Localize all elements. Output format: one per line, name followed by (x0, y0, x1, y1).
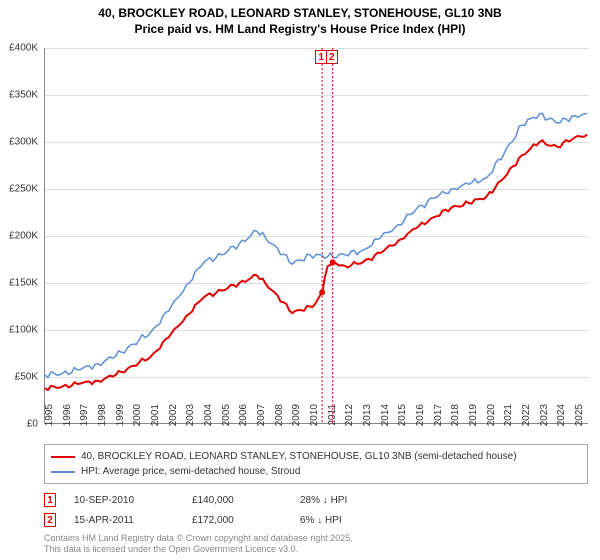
legend-row-1: HPI: Average price, semi-detached house,… (51, 464, 581, 479)
sale-delta: 28% ↓ HPI (300, 495, 410, 506)
x-axis-label: 2019 (468, 404, 479, 444)
title-line-2: Price paid vs. HM Land Registry's House … (10, 22, 590, 38)
x-axis-label: 2024 (556, 404, 567, 444)
x-axis-label: 2025 (574, 404, 585, 444)
x-axis-label: 2002 (168, 404, 179, 444)
footer-line-2: This data is licensed under the Open Gov… (44, 544, 588, 556)
chart-area: £0£50K£100K£150K£200K£250K£300K£350K£400… (44, 48, 588, 424)
y-axis-label: £100K (0, 325, 38, 336)
sale-index-box: 1 (44, 493, 56, 507)
y-axis-label: £400K (0, 43, 38, 54)
x-axis-label: 2017 (433, 404, 444, 444)
x-axis-label: 1997 (79, 404, 90, 444)
x-axis-label: 2006 (238, 404, 249, 444)
sale-date: 15-APR-2011 (74, 515, 174, 526)
x-axis-label: 2016 (415, 404, 426, 444)
x-axis-label: 2011 (327, 404, 338, 444)
legend-label-0: 40, BROCKLEY ROAD, LEONARD STANLEY, STON… (81, 449, 517, 464)
legend-area: 40, BROCKLEY ROAD, LEONARD STANLEY, STON… (44, 444, 588, 530)
x-axis-label: 2008 (274, 404, 285, 444)
sale-price: £140,000 (192, 495, 282, 506)
x-axis-label: 2005 (221, 404, 232, 444)
sale-row: 1 10-SEP-2010 £140,000 28% ↓ HPI (44, 490, 588, 510)
sale-marker-dot (319, 289, 325, 295)
y-axis-label: £0 (0, 419, 38, 430)
y-axis-label: £50K (0, 372, 38, 383)
x-axis-label: 1998 (97, 404, 108, 444)
footer: Contains HM Land Registry data © Crown c… (44, 533, 588, 556)
legend-label-1: HPI: Average price, semi-detached house,… (81, 464, 300, 479)
x-axis-label: 2014 (380, 404, 391, 444)
legend-row-0: 40, BROCKLEY ROAD, LEONARD STANLEY, STON… (51, 449, 581, 464)
x-axis-label: 2010 (309, 404, 320, 444)
chart-svg (45, 48, 589, 424)
x-axis-label: 1996 (62, 404, 73, 444)
x-axis-label: 2012 (344, 404, 355, 444)
legend-swatch-0 (51, 456, 75, 458)
y-axis-label: £350K (0, 90, 38, 101)
y-axis-label: £250K (0, 184, 38, 195)
series-line-hpi (45, 113, 587, 377)
x-axis-label: 2007 (256, 404, 267, 444)
chart-container: 40, BROCKLEY ROAD, LEONARD STANLEY, STON… (0, 0, 600, 560)
sale-marker-index-box: 2 (326, 50, 338, 64)
x-axis-label: 1995 (44, 404, 55, 444)
sale-date: 10-SEP-2010 (74, 495, 174, 506)
y-axis-label: £150K (0, 278, 38, 289)
legend-swatch-1 (51, 471, 75, 473)
x-axis-label: 2023 (539, 404, 550, 444)
series-line-price_paid (45, 135, 587, 391)
x-axis-label: 2003 (185, 404, 196, 444)
x-axis-label: 2022 (521, 404, 532, 444)
x-axis-label: 2001 (150, 404, 161, 444)
title-line-1: 40, BROCKLEY ROAD, LEONARD STANLEY, STON… (10, 6, 590, 22)
footer-line-1: Contains HM Land Registry data © Crown c… (44, 533, 588, 545)
x-axis-label: 2021 (503, 404, 514, 444)
sale-index-box: 2 (44, 513, 56, 527)
sale-delta: 6% ↓ HPI (300, 515, 410, 526)
x-axis-label: 2000 (132, 404, 143, 444)
sales-table: 1 10-SEP-2010 £140,000 28% ↓ HPI 2 15-APR-201… (44, 490, 588, 530)
x-axis-label: 2009 (291, 404, 302, 444)
sale-price: £172,000 (192, 515, 282, 526)
x-axis-label: 2020 (486, 404, 497, 444)
legend-box: 40, BROCKLEY ROAD, LEONARD STANLEY, STON… (44, 444, 588, 484)
x-axis-label: 2015 (397, 404, 408, 444)
sale-row: 2 15-APR-2011 £172,000 6% ↓ HPI (44, 510, 588, 530)
x-axis-label: 2013 (362, 404, 373, 444)
sale-marker-dot (330, 259, 336, 265)
y-axis-label: £300K (0, 137, 38, 148)
x-axis-label: 1999 (115, 404, 126, 444)
x-axis-label: 2018 (450, 404, 461, 444)
y-axis-label: £200K (0, 231, 38, 242)
plot-frame (44, 48, 588, 424)
title-block: 40, BROCKLEY ROAD, LEONARD STANLEY, STON… (0, 0, 600, 39)
x-axis-label: 2004 (203, 404, 214, 444)
